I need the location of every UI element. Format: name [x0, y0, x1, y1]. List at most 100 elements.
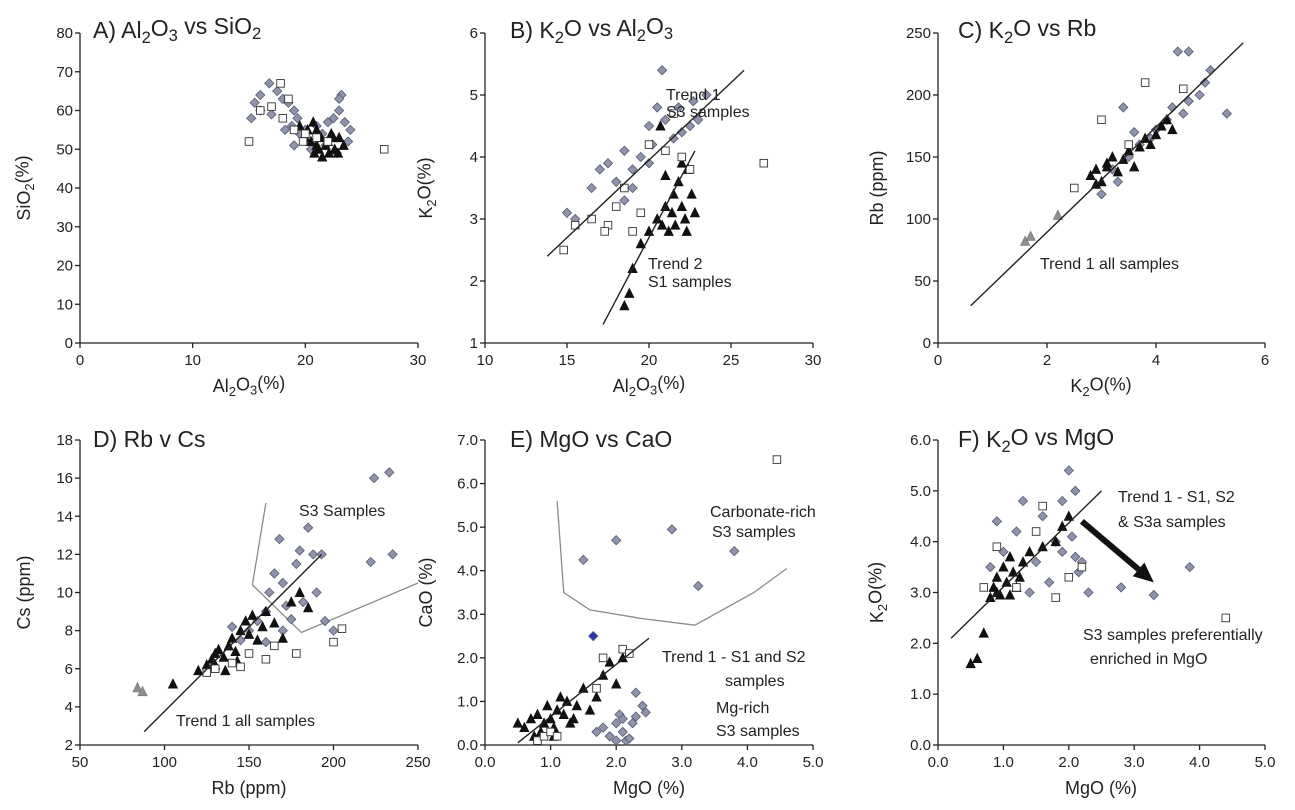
x-tick-label: 3.0	[671, 754, 692, 771]
trend-line	[517, 637, 650, 744]
y-tick-label: 18	[56, 432, 73, 449]
data-point	[1150, 128, 1162, 140]
x-tick-label: 20	[297, 352, 314, 369]
annotation-label: S1 samples	[648, 274, 732, 291]
data-point	[1134, 141, 1145, 152]
data-point	[337, 624, 347, 633]
data-point	[676, 127, 687, 138]
data-point	[298, 137, 308, 146]
data-point	[276, 79, 285, 88]
x-tick-label: 100	[152, 754, 177, 771]
y-tick-label: 50	[56, 141, 73, 158]
data-point	[291, 558, 302, 570]
data-point	[539, 732, 549, 741]
x-tick-label: 0.0	[928, 754, 949, 771]
data-point	[297, 596, 309, 608]
data-point	[252, 634, 263, 645]
data-point	[278, 113, 288, 123]
data-point	[312, 133, 321, 142]
data-point	[1148, 589, 1159, 601]
y-tick-label: 16	[56, 470, 73, 487]
x-tick-label: 0	[76, 352, 84, 369]
data-point	[1145, 138, 1156, 150]
data-point	[235, 624, 246, 636]
data-point	[1044, 577, 1055, 588]
y-tick-label: 0.0	[910, 737, 931, 754]
data-point	[1031, 527, 1041, 536]
data-point	[571, 699, 583, 711]
x-tick-label: 15	[559, 352, 576, 369]
data-point	[1014, 571, 1025, 582]
data-point	[660, 114, 671, 125]
data-point	[1012, 583, 1021, 592]
data-point	[637, 700, 648, 711]
data-point	[617, 713, 628, 725]
data-point	[628, 227, 637, 236]
data-point	[1024, 587, 1035, 598]
data-point	[1167, 123, 1178, 135]
y-tick-label: 20	[56, 258, 73, 275]
series-square	[244, 79, 389, 154]
y-tick-label: 4.0	[910, 534, 931, 551]
data-point	[387, 549, 398, 560]
data-point	[1112, 176, 1124, 187]
annotation-label: Trend 1 all samples	[176, 713, 315, 730]
y-tick-label: 1	[470, 335, 478, 352]
y-tick-label: 2	[470, 273, 478, 290]
data-point	[243, 628, 255, 639]
series-square	[533, 455, 782, 745]
y-tick-label: 5	[470, 87, 478, 104]
data-point	[333, 105, 345, 116]
data-point	[247, 609, 258, 620]
data-point	[985, 561, 996, 573]
y-tick-label: 250	[906, 25, 931, 42]
annotation-label: Mg-rich	[716, 700, 769, 717]
data-point	[558, 708, 569, 719]
trend-line	[950, 490, 1102, 639]
y-tick-label: 0	[923, 335, 931, 352]
data-point	[627, 718, 638, 729]
data-point	[643, 120, 655, 132]
annotation-label: S3 samples preferentially	[1083, 627, 1263, 644]
data-point	[1057, 495, 1068, 507]
data-point	[1004, 551, 1016, 562]
data-point	[384, 467, 395, 478]
y-tick-label: 4	[470, 149, 478, 166]
data-point	[617, 726, 628, 738]
data-point	[618, 644, 628, 654]
data-point	[592, 684, 601, 693]
chart-panel-d: 50 100 150 200 250 2 4 6 8 10 12 14 16 18 D) Rb v Cs Rb…	[14, 426, 431, 798]
data-point	[1020, 235, 1031, 246]
y-tick-label: 3	[470, 211, 478, 228]
data-point	[611, 718, 622, 729]
data-point	[661, 146, 670, 156]
data-point	[568, 712, 579, 724]
x-tick-label: 2	[1043, 352, 1051, 369]
y-axis-label: Rb (ppm)	[867, 150, 887, 225]
y-tick-label: 3.0	[457, 606, 478, 623]
data-point	[1096, 189, 1107, 200]
data-point	[1063, 510, 1074, 521]
data-point	[677, 152, 687, 162]
y-tick-label: 1.0	[910, 686, 931, 703]
x-tick-label: 4	[1152, 352, 1160, 369]
data-point	[235, 634, 246, 646]
data-point	[270, 641, 279, 651]
x-tick-label: 1.0	[540, 754, 561, 771]
data-point	[1038, 501, 1047, 511]
data-point	[588, 630, 599, 642]
data-point	[663, 225, 674, 236]
series-triangle	[512, 651, 628, 741]
data-point	[292, 649, 301, 658]
data-point	[656, 219, 668, 230]
data-point	[308, 116, 319, 127]
y-tick-label: 70	[56, 64, 73, 81]
data-point	[673, 102, 684, 113]
chart-title: B) K2O vs Al2O3	[510, 13, 673, 47]
data-point	[578, 554, 589, 565]
data-point	[640, 707, 651, 718]
y-tick-label: 7.0	[457, 432, 478, 449]
y-tick-label: 1.0	[457, 693, 478, 710]
data-point	[1118, 102, 1129, 113]
